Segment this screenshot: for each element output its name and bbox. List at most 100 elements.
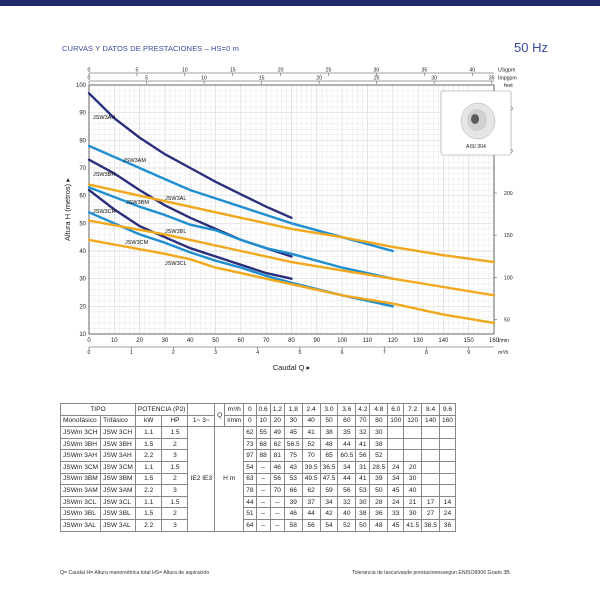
- head-value: 41: [355, 437, 371, 451]
- lmin-value: 120: [403, 414, 423, 428]
- head-value: –: [255, 507, 271, 520]
- head-value: –: [255, 472, 271, 486]
- y-tick-label: 10: [79, 332, 86, 338]
- head-value: [387, 437, 405, 451]
- curve-jsw3ah: [87, 92, 293, 219]
- m3h-tick-label: 5: [298, 350, 301, 356]
- header-trifasico: Trifásico: [100, 414, 136, 428]
- top-accent-bar: [0, 0, 600, 6]
- head-value: 30: [355, 495, 371, 509]
- model-mono: JSWm 3AL: [59, 518, 102, 532]
- feet-tick-label: 50: [504, 318, 510, 324]
- head-value: 33: [387, 507, 405, 520]
- head-value: 44: [301, 507, 321, 520]
- head-value: 70: [301, 449, 321, 462]
- x-tick-label: 160: [489, 338, 500, 344]
- head-value: 81: [269, 449, 285, 462]
- head-value: 41: [301, 426, 321, 439]
- head-value: 21: [403, 495, 423, 509]
- usgpm-tick-label: 0: [88, 68, 91, 74]
- m3h-tick-label: 0: [88, 350, 91, 356]
- head-value: 78: [243, 484, 257, 497]
- head-value: 50: [369, 484, 389, 497]
- head-value: 51: [243, 507, 257, 520]
- head-value: [403, 449, 423, 462]
- head-value: [438, 437, 456, 451]
- head-value: [438, 460, 456, 474]
- model-mono: JSWm 3CL: [59, 495, 102, 509]
- impgpm-tick-label: 5: [145, 76, 148, 82]
- head-value: 35: [337, 426, 357, 439]
- m3h-value: 0.6: [255, 403, 271, 416]
- header-kw: kW: [134, 414, 163, 428]
- head-value: 45: [387, 484, 405, 497]
- head-value: 62: [269, 437, 285, 451]
- head-value: 48: [369, 518, 389, 532]
- head-value: 56.5: [283, 437, 303, 451]
- head-value: 36: [438, 518, 456, 532]
- impgpm-unit: Impgpm: [498, 76, 517, 82]
- curve-label-jsw3cl: JSW3CL: [165, 261, 187, 267]
- head-value: 46: [283, 507, 303, 520]
- head-value: [438, 426, 456, 439]
- head-value: 38: [369, 437, 389, 451]
- performance-chart: 0 5 10 15 20 25 30 35 400 5 10 15 20 25 30 35USgpmImpgp…: [63, 68, 517, 373]
- lmin-value: 30: [283, 414, 303, 428]
- head-value: 50: [355, 518, 371, 532]
- head-value: –: [269, 518, 285, 532]
- head-value: 47.5: [319, 472, 339, 486]
- m3h-value: 4.2: [355, 403, 371, 416]
- y-tick-label: 50: [79, 221, 86, 227]
- head-value: 48: [319, 437, 339, 451]
- head-value: 20: [403, 460, 423, 474]
- header-lmin: l/min: [224, 414, 245, 428]
- head-value: 14: [438, 495, 456, 509]
- head-value: 45: [283, 426, 303, 439]
- power-hp: 3: [161, 484, 189, 497]
- table-row: JSWm 3BM JSW 3BM 1.5 2 63–56 53 49.5 47.5 44 41 39…: [59, 472, 456, 486]
- header-monofasico: Monofásico: [59, 414, 102, 428]
- usgpm-tick-label: 25: [326, 68, 332, 74]
- curve-jsw3bm: [87, 186, 394, 280]
- head-value: [421, 426, 440, 439]
- curve-jsw3cl: [87, 238, 496, 325]
- table-row: JSWm 3CM JSW 3CM 1.1 1.5 54–46 43 39.5 36.5 34 31…: [59, 460, 456, 474]
- head-value: –: [269, 495, 285, 509]
- head-value: 59: [319, 484, 339, 497]
- m3h-value: 0: [243, 403, 257, 416]
- head-value: [421, 472, 440, 486]
- head-value: 70: [269, 484, 285, 497]
- chart-title: CURVAS Y DATOS DE PRESTACIONES – HS=0 m: [62, 44, 239, 53]
- m3h-tick-label: 3: [214, 350, 217, 356]
- head-value: [421, 460, 440, 474]
- model-mono: JSWm 3AH: [59, 449, 102, 462]
- power-kw: 1.1: [134, 495, 163, 509]
- head-value: –: [255, 460, 271, 474]
- head-value: [438, 449, 456, 462]
- feet-tick-label: 200: [504, 191, 513, 197]
- curve-label-jsw3al: JSW3AL: [165, 196, 186, 202]
- lmin-value: 0: [243, 414, 257, 428]
- y-tick-label: 70: [79, 166, 86, 172]
- head-value: [403, 437, 423, 451]
- x-tick-label: 140: [438, 338, 449, 344]
- x-tick-label: 70: [263, 338, 270, 344]
- head-value: –: [255, 518, 271, 532]
- head-value: 68: [255, 437, 271, 451]
- x-tick-label: 30: [162, 338, 169, 344]
- m3h-tick-label: 2: [172, 350, 175, 356]
- m3h-value: 2.4: [301, 403, 321, 416]
- curve-jsw3al: [87, 183, 496, 264]
- head-value: 39: [283, 495, 303, 509]
- head-value: 73: [243, 437, 257, 451]
- head-value: 44: [337, 437, 357, 451]
- y-axis-label: Altura H (metros) ▸: [63, 178, 72, 241]
- head-value: 17: [421, 495, 440, 509]
- usgpm-unit: USgpm: [498, 68, 515, 74]
- x-tick-label: 60: [238, 338, 245, 344]
- impeller-hole: [471, 114, 479, 124]
- lmin-value: 80: [369, 414, 389, 428]
- header-m3h: m³/h: [224, 403, 245, 416]
- x-tick-label: 40: [187, 338, 194, 344]
- head-value: 28.5: [369, 460, 389, 474]
